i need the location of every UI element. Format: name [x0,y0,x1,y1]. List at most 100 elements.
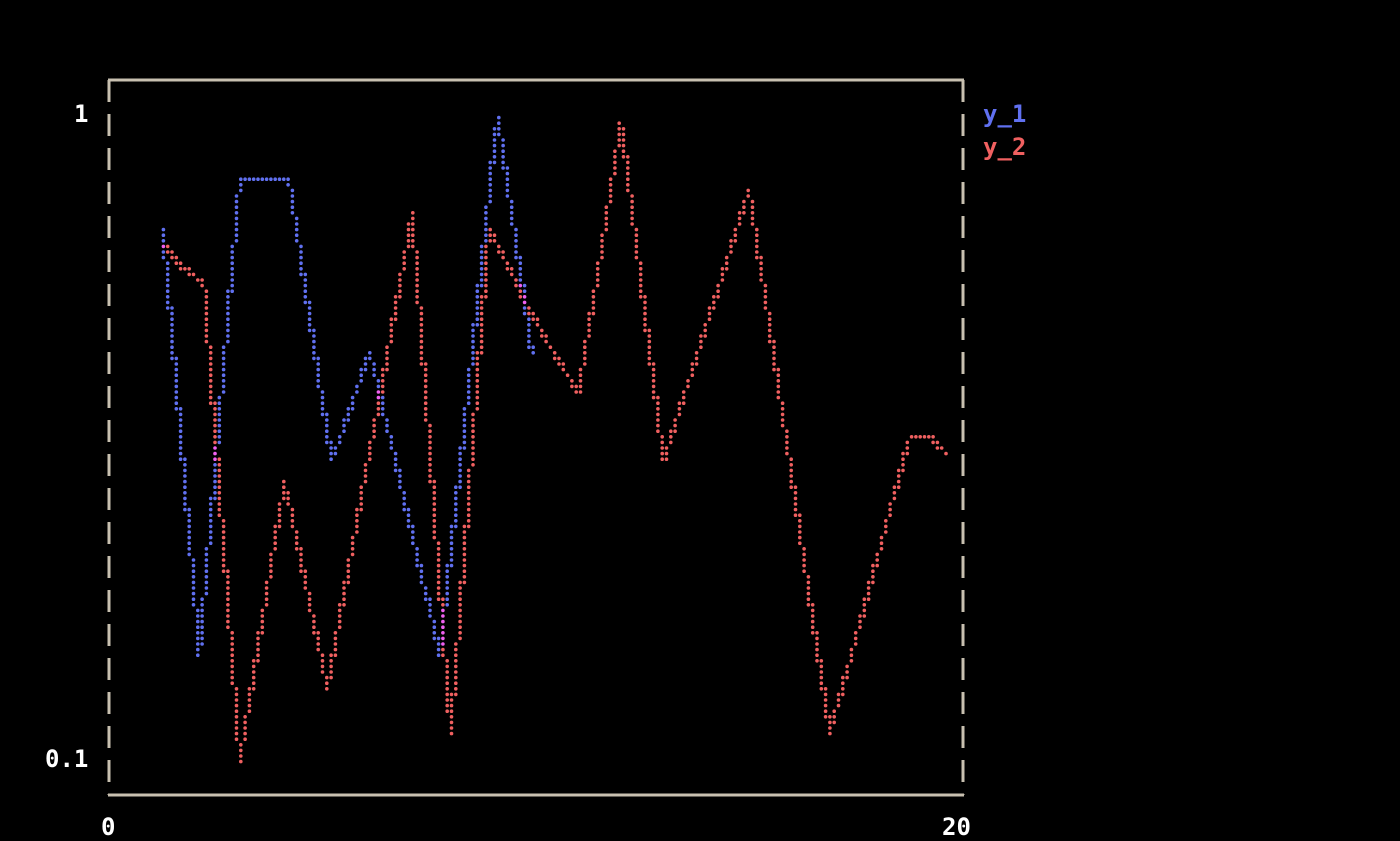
series-y1-point [462,418,467,422]
series-y1-point [226,334,230,338]
series-y2-point [368,446,372,450]
series-y1-point [398,479,402,484]
series-y1-point [458,457,462,462]
series-y2-point [638,267,643,271]
series-y1-point [432,631,437,635]
series-y1-point [174,362,179,366]
series-y1-point [462,435,467,439]
series-y2-point [251,670,256,674]
series-y2-point [299,569,303,573]
series-y1-point [501,143,505,148]
series-y2-point [552,351,557,355]
series-y2-point [750,205,755,209]
series-y1-point [514,250,518,254]
series-y1-point [406,519,411,523]
series-y2-point [350,541,355,545]
series-y2-point [230,631,234,635]
series-overlap-point [518,283,523,288]
series-y1-point [488,183,493,187]
series-y1-point [393,457,398,462]
series-y2-point [776,367,781,372]
series-y2-point [333,653,338,657]
series-y2-point [707,311,712,316]
series-y1-point [196,647,200,652]
series-y1-point [509,211,514,215]
series-y2-point [428,457,432,462]
series-y1-point [234,194,239,198]
series-y1-point [402,502,407,506]
series-y2-point [595,267,600,271]
series-y1-point [492,143,497,148]
series-y1-point [217,435,222,439]
series-y1-point [518,267,523,271]
series-y1-point [217,418,222,422]
series-y2-point [527,306,531,310]
series-y1-point [161,250,166,254]
series-y1-point [187,507,191,512]
series-y1-point [264,177,269,181]
series-y2-point [647,345,652,350]
series-y1-point [174,379,179,383]
series-y1-point [346,407,351,411]
series-y2-point [922,435,927,439]
series-y1-point [393,463,398,467]
series-y2-point [187,267,191,271]
series-y2-point [398,283,402,288]
series-y2-point [819,675,824,680]
series-y1-point [226,317,230,322]
series-y2-point [905,451,910,456]
series-y1-point [256,177,260,181]
series-y2-point [187,272,191,277]
series-y2-point [892,491,897,495]
series-y2-point [183,267,187,271]
series-y1-point [183,474,187,478]
series-y1-point [380,407,385,411]
series-y2-point [647,356,652,361]
series-y2-point [277,502,282,506]
series-y2-point [243,720,247,725]
series-y2-point [475,362,480,366]
series-y2-point [914,435,918,439]
series-y2-point [423,395,428,400]
series-y2-point [892,496,897,501]
series-y2-point [239,759,243,764]
series-y2-point [699,339,703,344]
series-y2-point [290,524,295,529]
series-y1-point [454,485,458,490]
series-y2-point [462,530,467,534]
series-y2-point [479,311,484,316]
series-y2-point [630,205,634,209]
series-y1-point [174,407,179,411]
series-y2-point [294,547,299,551]
series-y1-point [385,423,389,428]
series-y2-point [789,479,793,484]
series-y2-point [359,496,364,501]
series-y1-point [393,451,398,456]
series-y2-point [776,384,781,389]
series-overlap-point [213,457,217,462]
series-y2-point [853,631,858,635]
series-y2-point [488,233,493,237]
series-y2-point [798,519,802,523]
series-y2-point [819,659,824,663]
series-y1-point [196,631,200,635]
series-y2-point [656,407,660,411]
series-y2-point [673,429,677,434]
series-y2-point [445,709,450,713]
series-y2-point [669,440,673,445]
series-y1-point [213,479,217,484]
series-y1-point [204,552,209,557]
series-y2-point [411,211,415,215]
series-y2-point [342,591,346,596]
series-y2-point [230,653,234,657]
series-y2-point [789,457,793,462]
series-overlap-point [441,625,445,629]
series-y2-point [643,300,647,305]
series-y1-point [454,491,458,495]
series-y2-point [204,317,209,322]
series-y1-point [398,485,402,490]
series-y1-point [187,519,191,523]
series-y2-point [793,513,798,517]
series-y2-point [462,558,467,562]
series-y2-point [337,603,342,607]
